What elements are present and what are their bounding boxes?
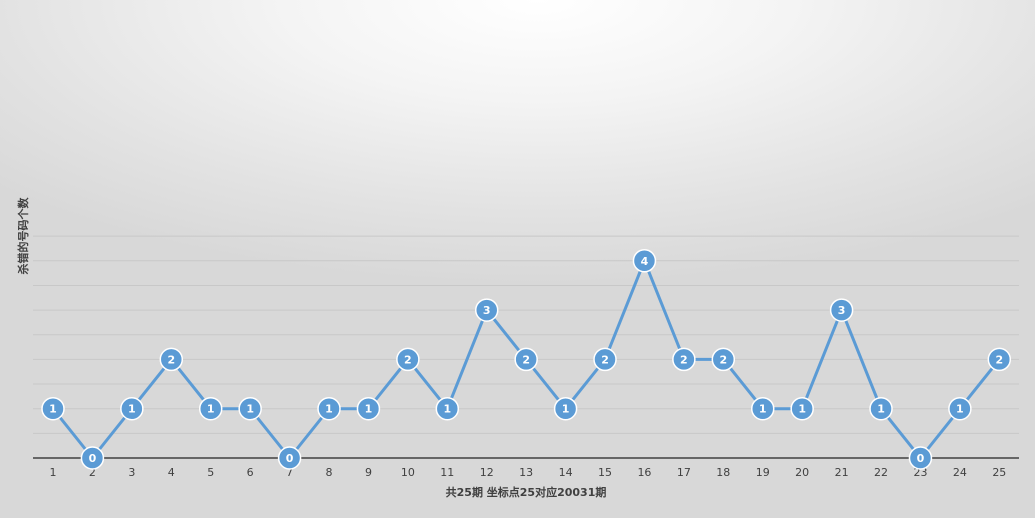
x-tick-labels: 1 2 3 4 5 6 7 8 9 10 11 12 13 14 15 16 17 18 19 20 21 22 23 24 2… <box>50 466 1007 479</box>
data-point <box>908 446 933 470</box>
data-label: 2 <box>601 353 609 366</box>
data-label: 1 <box>207 403 215 416</box>
data-point <box>750 396 775 421</box>
data-point <box>238 396 262 421</box>
data-label: 1 <box>562 403 570 416</box>
data-point <box>435 396 460 421</box>
data-point <box>317 396 341 421</box>
data-point <box>396 347 420 372</box>
data-label: 2 <box>404 353 412 366</box>
data-points: 1 0 1 2 1 1 0 1 1 2 1 3 2 1 2 4 2 2 1 1 3 1 0 1 2 <box>41 249 1012 470</box>
x-tick-label: 11 <box>440 466 454 479</box>
data-label: 1 <box>759 403 767 416</box>
data-label: 2 <box>680 353 688 366</box>
grid-layer <box>33 235 1019 434</box>
data-label: 1 <box>877 403 885 416</box>
x-tick-label: 15 <box>598 466 612 479</box>
data-point <box>711 347 736 372</box>
data-label: 3 <box>838 304 846 317</box>
data-label: 1 <box>365 403 373 416</box>
x-tick-label: 9 <box>365 466 372 479</box>
data-point <box>790 396 814 421</box>
data-point <box>159 347 184 372</box>
data-point <box>80 446 105 470</box>
x-tick-label: 22 <box>874 466 888 479</box>
x-axis-title: 共25期 坐标点25对应20031期 <box>446 485 607 499</box>
data-point <box>277 446 302 470</box>
x-tick-label: 24 <box>953 466 967 479</box>
data-label: 1 <box>956 403 964 416</box>
x-tick-label: 1 <box>50 466 57 479</box>
data-label: 1 <box>798 403 806 416</box>
x-tick-label: 6 <box>247 466 254 479</box>
x-tick-label: 17 <box>677 466 691 479</box>
data-label: 2 <box>719 353 727 366</box>
x-tick-label: 23 <box>913 466 927 479</box>
data-point <box>869 396 893 421</box>
x-tick-label: 4 <box>168 466 175 479</box>
data-label: 0 <box>917 452 925 465</box>
data-point <box>632 249 657 273</box>
x-tick-label: 3 <box>128 466 135 479</box>
x-tick-label: 10 <box>401 466 415 479</box>
x-tick-label: 16 <box>637 466 651 479</box>
x-tick-label: 18 <box>716 466 730 479</box>
x-tick-label: 20 <box>795 466 809 479</box>
x-tick-label: 21 <box>835 466 849 479</box>
data-point <box>474 298 499 322</box>
x-tick-label: 12 <box>480 466 494 479</box>
data-label: 1 <box>49 403 57 416</box>
data-point <box>514 347 538 372</box>
x-tick-label: 7 <box>286 466 293 479</box>
data-point <box>120 396 144 421</box>
data-label: 1 <box>246 403 254 416</box>
data-label: 2 <box>995 353 1003 366</box>
data-label: 2 <box>167 353 175 366</box>
data-label: 2 <box>522 353 530 366</box>
data-point <box>356 396 381 421</box>
x-tick-label: 13 <box>519 466 533 479</box>
x-tick-label: 5 <box>207 466 214 479</box>
data-point <box>672 347 696 372</box>
data-point <box>829 298 854 322</box>
data-point <box>593 347 617 372</box>
data-label: 1 <box>325 403 333 416</box>
data-label: 0 <box>286 452 294 465</box>
x-tick-label: 8 <box>326 466 333 479</box>
data-point <box>553 396 578 421</box>
x-tick-label: 19 <box>756 466 770 479</box>
data-label: 0 <box>89 452 97 465</box>
x-tick-label: 14 <box>559 466 573 479</box>
x-tick-label: 25 <box>992 466 1006 479</box>
data-point <box>948 396 972 421</box>
data-label: 1 <box>443 403 451 416</box>
data-label: 3 <box>483 304 491 317</box>
x-tick-label: 2 <box>89 466 96 479</box>
data-label: 4 <box>641 255 649 268</box>
data-label: 1 <box>128 403 136 416</box>
data-point <box>198 396 223 421</box>
y-axis-title: 杀错的号码个数 <box>16 197 30 275</box>
data-point <box>41 396 65 421</box>
data-point <box>987 347 1012 372</box>
